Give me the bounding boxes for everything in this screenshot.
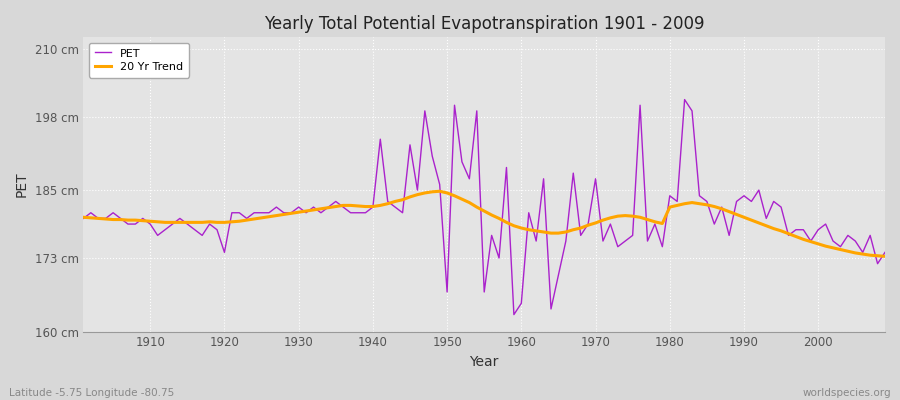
PET — [612, 244, 623, 249]
PET — [138, 216, 148, 221]
20 Yr Trend — [301, 209, 311, 214]
Line: 20 Yr Trend: 20 Yr Trend — [84, 191, 885, 256]
Line: PET: PET — [84, 100, 885, 315]
20 Yr Trend — [138, 218, 148, 223]
Text: Latitude -5.75 Longitude -80.75: Latitude -5.75 Longitude -80.75 — [9, 388, 175, 398]
PET — [508, 312, 519, 317]
PET — [301, 210, 311, 215]
Y-axis label: PET: PET — [15, 172, 29, 197]
Text: worldspecies.org: worldspecies.org — [803, 388, 891, 398]
20 Yr Trend — [435, 189, 446, 194]
20 Yr Trend — [346, 203, 356, 208]
X-axis label: Year: Year — [470, 355, 499, 369]
PET — [346, 210, 356, 215]
PET — [516, 301, 526, 306]
20 Yr Trend — [78, 215, 89, 220]
PET — [879, 250, 890, 255]
PET — [680, 97, 690, 102]
20 Yr Trend — [523, 227, 534, 232]
PET — [523, 210, 534, 215]
20 Yr Trend — [879, 254, 890, 259]
Title: Yearly Total Potential Evapotranspiration 1901 - 2009: Yearly Total Potential Evapotranspiratio… — [264, 15, 705, 33]
20 Yr Trend — [612, 214, 623, 218]
PET — [78, 216, 89, 221]
20 Yr Trend — [516, 226, 526, 230]
Legend: PET, 20 Yr Trend: PET, 20 Yr Trend — [89, 43, 189, 78]
